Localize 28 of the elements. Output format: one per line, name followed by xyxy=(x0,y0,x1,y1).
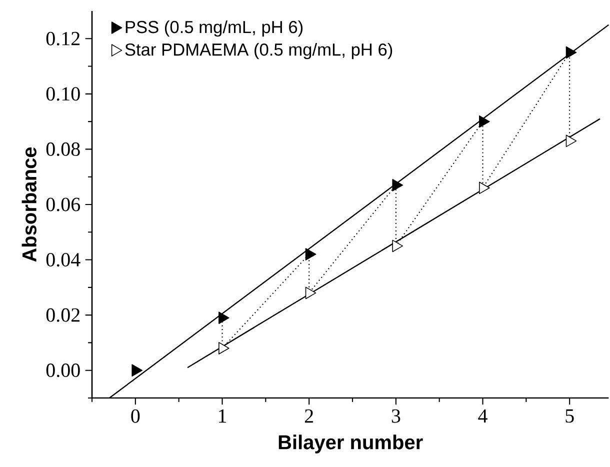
y-tick-label: 0.12 xyxy=(46,32,80,46)
x-tick-label: 3 xyxy=(392,409,400,423)
point xyxy=(566,134,577,148)
y-tick-label: 0.00 xyxy=(46,364,80,378)
point xyxy=(392,240,403,252)
x-tick-label: 0 xyxy=(131,409,140,423)
legend-label: PSS (0.5 mg/mL, pH 6) xyxy=(126,20,303,37)
y-tick-label: 0.10 xyxy=(46,87,80,101)
y-tick-label: 0.02 xyxy=(46,308,80,322)
point xyxy=(218,312,230,324)
x-tick-label: 4 xyxy=(478,409,488,423)
x-axis-title: Bilayer number xyxy=(278,434,423,454)
point xyxy=(566,46,577,59)
point xyxy=(218,342,230,354)
point xyxy=(479,115,490,128)
point xyxy=(132,364,142,377)
point xyxy=(305,248,316,260)
point xyxy=(305,286,316,300)
x-tick-label: 2 xyxy=(304,409,313,423)
legend-label: Star PDMAEMA (0.5 mg/mL, pH 6) xyxy=(125,43,392,60)
y-tick-label: 0.04 xyxy=(46,252,80,267)
x-tick-label: 1 xyxy=(219,409,226,423)
point xyxy=(479,182,490,194)
y-tick-label: 0.06 xyxy=(46,198,80,212)
point xyxy=(392,178,403,192)
y-axis-title: Absorbance xyxy=(22,147,36,262)
x-tick-label: 5 xyxy=(566,409,574,423)
y-tick-label: 0.08 xyxy=(46,142,80,156)
